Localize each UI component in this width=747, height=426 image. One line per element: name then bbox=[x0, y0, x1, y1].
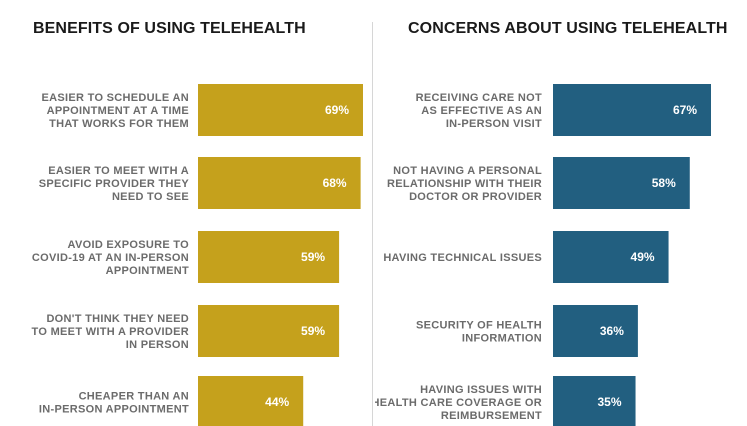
concern-bar-2 bbox=[553, 157, 690, 209]
concern-category-label-3: HAVING TECHNICAL ISSUES bbox=[383, 252, 542, 264]
benefit-category-label-4: DON'T THINK THEY NEED TO MEET WITH A PROV… bbox=[32, 313, 189, 351]
benefit-category-label-3: AVOID EXPOSURE TO COVID-19 AT AN IN-PERSO… bbox=[32, 239, 189, 277]
benefits-panel: BENEFITS OF USING TELEHEALTH 69% EASIER T… bbox=[0, 0, 372, 426]
concern-bar-1 bbox=[553, 84, 711, 136]
benefit-bar-4 bbox=[198, 305, 340, 357]
benefit-value-label-1: 69% bbox=[325, 103, 349, 117]
concern-bar-5 bbox=[553, 376, 636, 426]
benefit-bar-5 bbox=[198, 376, 304, 426]
concerns-bar-chart: 67% RECEIVING CARE NOT AS EFFECTIVE AS AN I… bbox=[375, 84, 711, 426]
concern-bar-4 bbox=[553, 305, 638, 357]
benefit-value-label-5: 44% bbox=[265, 395, 289, 409]
benefit-value-label-3: 59% bbox=[301, 250, 325, 264]
panel-divider bbox=[372, 22, 373, 426]
concern-category-label-2: NOT HAVING A PERSONAL RELATIONSHIP WITH T… bbox=[387, 165, 542, 203]
concern-value-label-2: 58% bbox=[652, 176, 676, 190]
benefit-value-label-4: 59% bbox=[301, 324, 325, 338]
concern-category-label-5: HAVING ISSUES WITH HEALTH CARE COVERAGE O… bbox=[375, 384, 542, 422]
benefits-bar-chart: 69% EASIER TO SCHEDULE AN APPOINTMENT AT A… bbox=[32, 84, 363, 426]
concerns-panel: CONCERNS ABOUT USING TELEHEALTH 67% RECEI… bbox=[375, 0, 747, 426]
concern-bar-3 bbox=[553, 231, 669, 283]
concern-value-label-1: 67% bbox=[673, 103, 697, 117]
benefit-category-label-5: CHEAPER THAN AN IN-PERSON APPOINTMENT bbox=[39, 391, 189, 416]
benefit-value-label-2: 68% bbox=[323, 176, 347, 190]
benefits-chart-title: BENEFITS OF USING TELEHEALTH bbox=[33, 20, 306, 37]
concern-value-label-3: 49% bbox=[631, 250, 655, 264]
concern-value-label-4: 36% bbox=[600, 324, 624, 338]
concern-category-label-4: SECURITY OF HEALTH INFORMATION bbox=[416, 320, 542, 345]
concerns-chart-title: CONCERNS ABOUT USING TELEHEALTH bbox=[408, 20, 728, 37]
concern-category-label-1: RECEIVING CARE NOT AS EFFECTIVE AS AN IN-P… bbox=[416, 92, 542, 130]
concern-value-label-5: 35% bbox=[598, 395, 622, 409]
benefit-category-label-1: EASIER TO SCHEDULE AN APPOINTMENT AT A TI… bbox=[42, 92, 189, 130]
benefit-category-label-2: EASIER TO MEET WITH A SPECIFIC PROVIDER T… bbox=[39, 165, 190, 203]
benefit-bar-3 bbox=[198, 231, 340, 283]
benefit-bar-1 bbox=[198, 84, 363, 136]
benefit-bar-2 bbox=[198, 157, 361, 209]
